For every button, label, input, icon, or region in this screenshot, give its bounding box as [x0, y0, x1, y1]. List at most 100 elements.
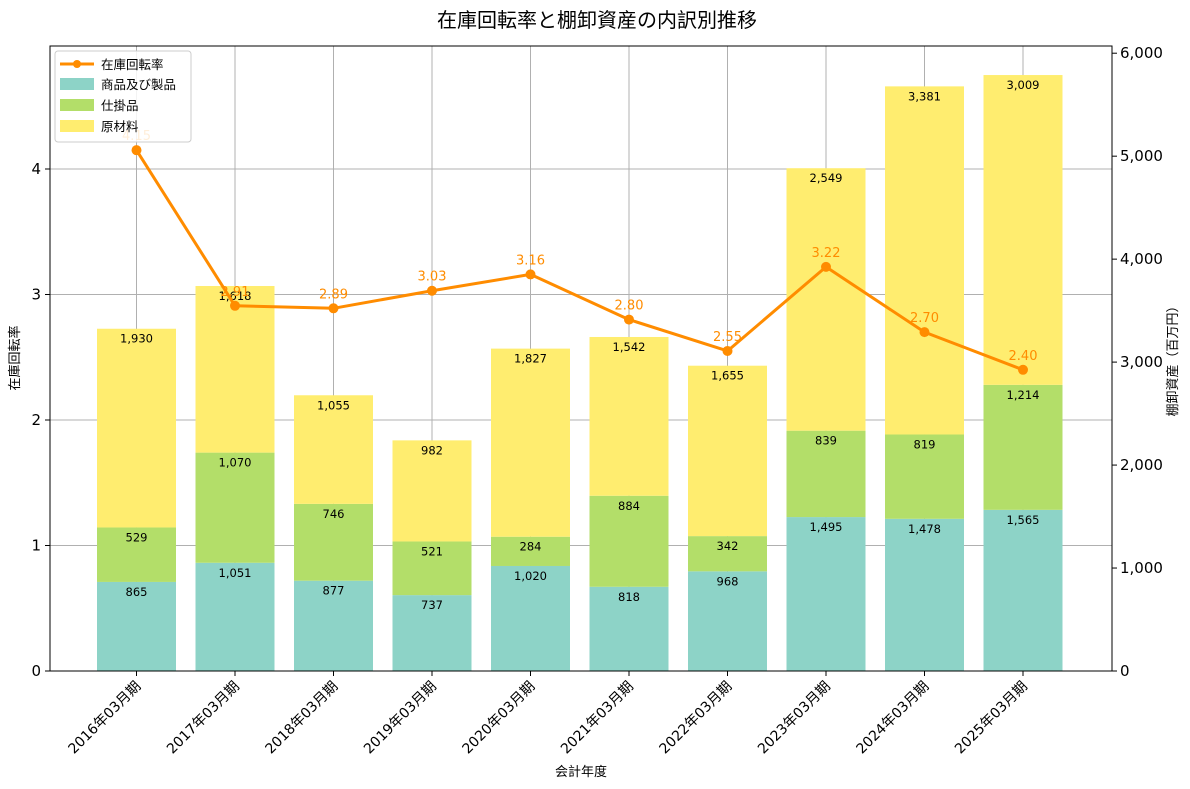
legend-label-raw-materials: 原材料 [101, 119, 139, 134]
right-y-tick-label: 5,000 [1120, 147, 1163, 165]
bar-raw-materials [983, 75, 1063, 385]
x-tick-label: 2022年03月期 [657, 679, 736, 758]
legend-label-turnover: 在庫回転率 [101, 57, 164, 72]
bar-raw-materials [294, 395, 373, 504]
left-y-tick-label: 1 [31, 536, 41, 554]
bar-wip [97, 527, 176, 582]
turnover-label: 3.22 [812, 246, 841, 261]
bar-label-wip: 746 [323, 507, 345, 521]
bar-products [786, 517, 866, 671]
bar-wip [688, 536, 767, 572]
bar-label-products: 865 [126, 585, 148, 599]
bar-label-wip: 1,214 [1007, 388, 1040, 402]
turnover-point [821, 261, 831, 272]
bar-wip [983, 384, 1063, 510]
bar-label-raw-materials: 3,009 [1007, 78, 1040, 92]
bar-products [688, 571, 767, 671]
bar-label-wip: 521 [421, 544, 443, 558]
right-y-tick-label: 6,000 [1120, 44, 1163, 62]
turnover-point [624, 314, 634, 325]
left-y-axis-ticks: 0 1 2 3 4 [31, 160, 50, 680]
bar-label-raw-materials: 1,655 [711, 369, 744, 383]
bar-label-products: 1,565 [1007, 513, 1040, 527]
turnover-point [131, 145, 142, 156]
bar-label-wip: 529 [126, 530, 148, 544]
bar-raw-materials [688, 365, 767, 537]
left-y-axis-label: 在庫回転率 [7, 325, 23, 390]
plot-frame [49, 45, 1113, 672]
bar-products [885, 518, 964, 671]
left-y-tick-label: 0 [31, 662, 41, 680]
legend: 在庫回転率 商品及び製品 仕掛品 原材料 [54, 50, 192, 143]
right-y-tick-label: 1,000 [1120, 559, 1163, 577]
x-tick-label: 2018年03月期 [263, 679, 342, 758]
turnover-label: 2.91 [221, 285, 250, 300]
bar-label-products: 877 [323, 584, 345, 598]
bar-products [97, 581, 176, 671]
turnover-point [427, 285, 437, 296]
bar-label-products: 1,051 [219, 566, 252, 580]
bar-raw-materials [491, 348, 570, 537]
bar-label-products: 818 [618, 590, 640, 604]
turnover-label: 2.40 [1009, 349, 1038, 364]
left-y-tick-label: 4 [31, 160, 41, 178]
turnover-point [919, 327, 930, 338]
legend-line-dot [73, 60, 81, 68]
x-axis-ticks: 2016年03月期 2017年03月期 2018年03月期 2019年03月期 2020… [66, 671, 1031, 757]
bar-label-wip: 819 [914, 437, 936, 451]
bar-wip [589, 495, 669, 587]
bar-label-raw-materials: 1,827 [514, 352, 547, 366]
bar-wip [392, 541, 472, 596]
bar-raw-materials [589, 336, 669, 496]
turnover-label: 3.03 [418, 270, 447, 285]
bar-label-wip: 284 [520, 540, 542, 554]
turnover-point [328, 303, 339, 314]
bar-raw-materials [195, 286, 275, 453]
turnover-label: 2.55 [713, 330, 742, 345]
right-y-tick-label: 4,000 [1120, 250, 1163, 268]
bar-series [97, 75, 1063, 671]
bar-raw-materials [885, 86, 964, 435]
bar-label-wip: 342 [717, 539, 739, 553]
turnover-point [722, 345, 733, 356]
right-y-tick-label: 3,000 [1120, 353, 1163, 371]
left-y-tick-label: 2 [31, 411, 41, 429]
legend-swatch-raw-materials [60, 120, 94, 132]
bar-label-raw-materials: 3,381 [908, 89, 941, 103]
legend-label-wip: 仕掛品 [101, 98, 139, 113]
turnover-point [230, 300, 240, 311]
legend-swatch-wip [60, 99, 94, 111]
bar-products [589, 586, 669, 671]
bar-products [491, 565, 570, 671]
x-tick-label: 2016年03月期 [66, 679, 145, 758]
x-axis-label: 会計年度 [555, 764, 607, 780]
x-tick-label: 2023年03月期 [755, 679, 834, 758]
bar-raw-materials [97, 328, 176, 528]
right-y-axis-ticks: 0 1,000 2,000 3,000 4,000 5,000 6,000 [1112, 44, 1163, 680]
x-tick-label: 2025年03月期 [952, 679, 1031, 758]
bar-label-raw-materials: 1,930 [120, 332, 153, 346]
bar-label-raw-materials: 1,542 [613, 340, 646, 354]
bar-products [195, 562, 275, 671]
turnover-label: 3.16 [516, 253, 545, 268]
turnover-label: 2.89 [319, 287, 348, 302]
bar-raw-materials [786, 168, 866, 431]
bar-label-products: 1,478 [908, 522, 941, 536]
bar-label-raw-materials: 982 [421, 443, 443, 457]
bar-label-raw-materials: 1,055 [317, 398, 350, 412]
bar-label-products: 1,495 [810, 520, 843, 534]
bar-raw-materials [392, 440, 472, 542]
bar-wip [294, 503, 373, 581]
bar-labels: 865 1,051 877 737 1,020 818 968 1,495 1,478 1,565… [120, 78, 1039, 612]
bar-label-wip: 1,070 [219, 456, 252, 470]
legend-label-products: 商品及び製品 [101, 77, 176, 92]
legend-swatch-products [60, 78, 94, 90]
turnover-line [135, 149, 1024, 372]
bar-products [392, 595, 472, 671]
bar-label-wip: 884 [618, 499, 640, 513]
x-tick-label: 2021年03月期 [558, 679, 637, 758]
bar-wip [885, 434, 964, 519]
right-y-tick-label: 0 [1120, 662, 1130, 680]
bar-label-products: 1,020 [514, 569, 547, 583]
